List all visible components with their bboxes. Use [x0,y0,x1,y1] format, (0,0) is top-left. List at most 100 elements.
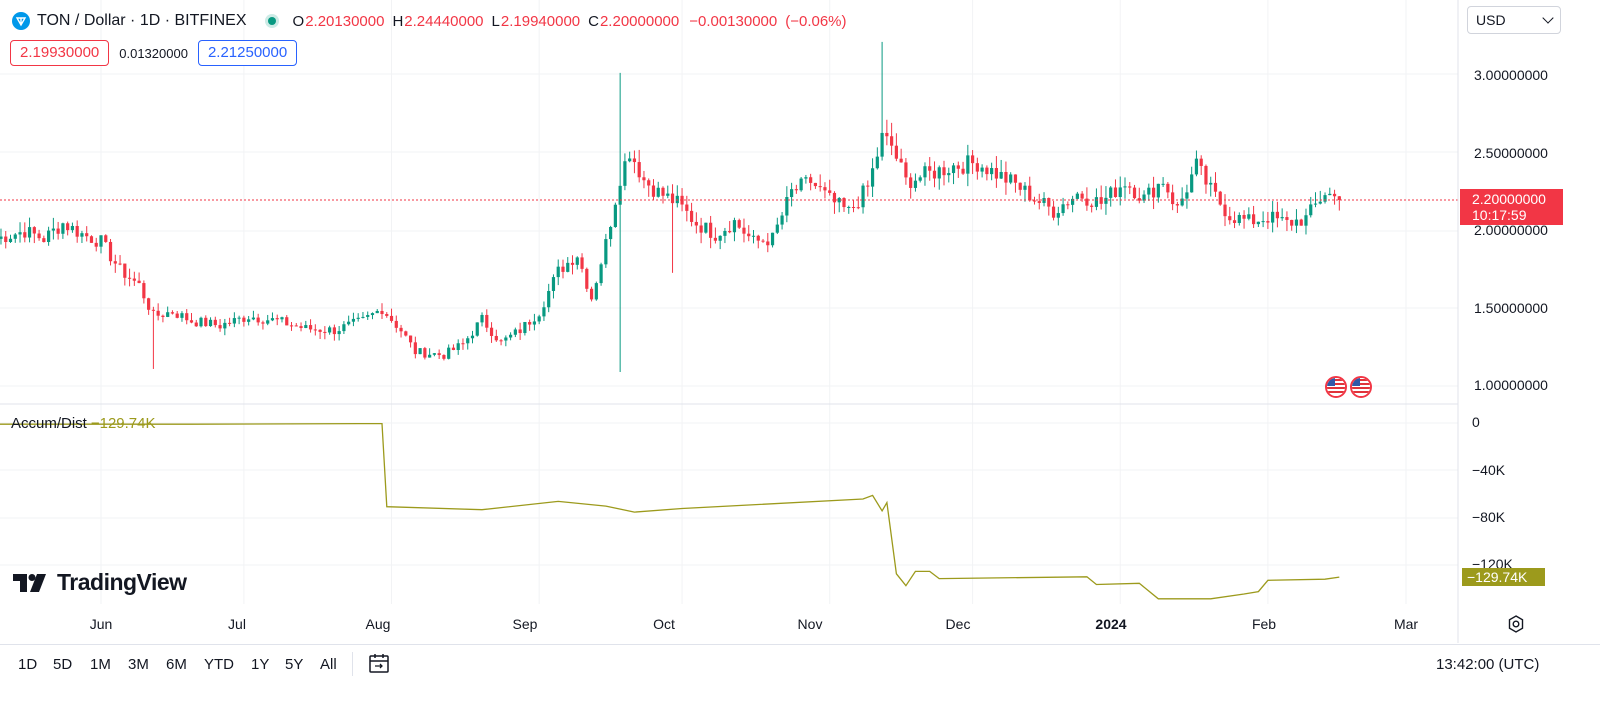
candle-body [480,314,484,323]
candle-body [885,132,889,137]
candle-body [32,227,36,234]
indicator-axis-label: −40K [1472,462,1506,478]
price-axis-label: 1.00000000 [1474,377,1548,393]
candle-body [1013,174,1018,183]
time-axis-label: Jun [89,616,113,632]
candle-body [194,322,198,327]
candle-body [747,233,751,237]
candle-body [142,283,146,299]
candle-body [1190,174,1194,193]
range-3m-button[interactable]: 3M [128,656,149,673]
candle-body [1256,221,1260,225]
candle-body [1171,192,1175,205]
candle-body [1156,183,1160,198]
candle-body [80,233,84,237]
time-axis-label: Aug [365,616,391,632]
candle-body [790,189,794,198]
candle-body [818,186,822,188]
chevron-down-icon [1542,12,1554,24]
price-axis-label: 2.50000000 [1474,145,1548,161]
candle-body [599,264,603,284]
candle-body [718,235,722,241]
calendar-range-icon[interactable] [367,651,391,675]
range-1d-button[interactable]: 1D [18,656,38,673]
buy-price-button[interactable]: 2.21250000 [197,40,298,66]
candle-body [1199,158,1203,166]
low-number: 2.19940000 [500,12,581,30]
candle-body [313,329,317,331]
candle-body [204,317,208,327]
range-1m-button[interactable]: 1M [90,656,111,673]
candle-body [1337,196,1341,200]
candle-body [8,238,13,243]
candle-body [266,320,270,324]
candle-body [742,227,746,234]
chart-header: TON / Dollar · 1D · BITFINEX O2.20130000… [12,9,847,33]
candle-body [990,168,994,175]
candle-body [1266,221,1270,223]
candle-body [1223,204,1227,217]
candle-body [366,315,370,317]
candle-body [1232,220,1237,223]
candle-body [823,187,827,191]
candle-body [732,220,737,233]
candle-body [1109,187,1113,198]
us-flag-icon[interactable] [1325,376,1347,398]
range-6m-button[interactable]: 6M [166,656,187,673]
candle-body [1242,214,1246,219]
candle-body [489,327,494,336]
range-5d-button[interactable]: 5D [53,656,73,673]
candle-body [642,177,646,181]
candle-body [666,193,670,196]
candle-body [699,225,703,233]
candle-body [1118,187,1122,198]
sell-price-button[interactable]: 2.19930000 [10,40,110,66]
range-5y-button[interactable]: 5Y [285,656,304,673]
candle-body [813,182,818,187]
symbol-title[interactable]: TON / Dollar · 1D · BITFINEX [37,12,247,29]
candle-body [161,315,165,317]
candle-body [70,225,75,231]
range-1y-button[interactable]: 1Y [251,656,270,673]
open-value: O2.20130000 [293,13,385,30]
candle-body [651,185,656,197]
time-axis-label: Jul [228,616,246,632]
candle-body [147,298,151,310]
range-all-button[interactable]: All [320,656,337,673]
candle-body [1280,217,1284,219]
close-value: C2.20000000 [588,13,679,30]
candle-body [261,322,265,324]
candle-body [1218,191,1222,205]
gear-icon[interactable] [1506,614,1526,634]
tradingview-logo[interactable]: TradingView [13,569,187,596]
currency-select[interactable]: USD [1467,6,1561,34]
indicator-legend[interactable]: Accum/Dist −129.74K [11,415,156,432]
candle-body [851,206,856,208]
candle-body [1166,183,1170,193]
candle-body [528,321,532,325]
candle-body [180,313,184,318]
candle-body [237,317,241,319]
candle-body [537,316,541,322]
candle-body [37,233,41,239]
candle-body [1151,187,1156,198]
candle-body [1113,187,1118,198]
candle-body [804,177,808,179]
candle-body [1209,182,1213,185]
candle-body [680,195,684,205]
candle-body [689,210,694,222]
candle-body [347,321,351,325]
price-axis-label: 2.00000000 [1474,222,1548,238]
candle-body [1132,187,1137,199]
candle-body [1290,219,1294,226]
candle-body [647,180,651,186]
range-ytd-button[interactable]: YTD [204,656,234,673]
clock-readout[interactable]: 13:42:00 (UTC) [1436,656,1540,673]
high-number: 2.24440000 [404,12,484,30]
candle-body [85,233,89,237]
candle-body [1332,193,1337,197]
us-flag-icon[interactable] [1350,376,1372,398]
candle-body [299,326,303,329]
candle-body [670,193,675,204]
